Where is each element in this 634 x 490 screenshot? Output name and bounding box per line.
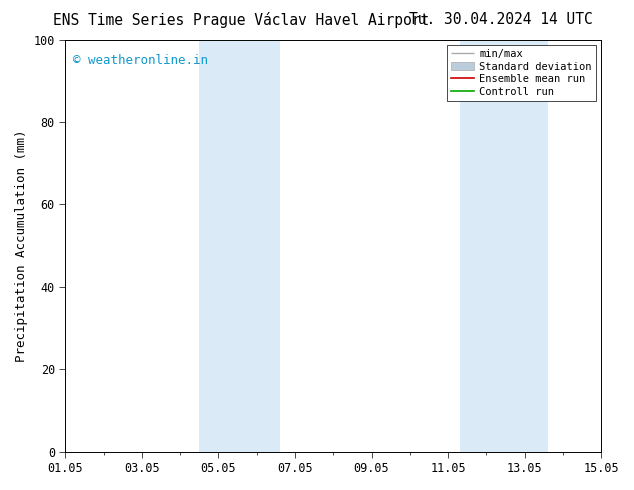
Text: ENS Time Series Prague Václav Havel Airport: ENS Time Series Prague Václav Havel Airp… xyxy=(53,12,429,28)
Bar xyxy=(460,40,548,452)
Legend: min/max, Standard deviation, Ensemble mean run, Controll run: min/max, Standard deviation, Ensemble me… xyxy=(447,45,596,101)
Y-axis label: Precipitation Accumulation (mm): Precipitation Accumulation (mm) xyxy=(15,129,28,362)
Text: © weatheronline.in: © weatheronline.in xyxy=(74,54,209,67)
Bar xyxy=(199,40,280,452)
Text: Tu. 30.04.2024 14 UTC: Tu. 30.04.2024 14 UTC xyxy=(409,12,593,27)
